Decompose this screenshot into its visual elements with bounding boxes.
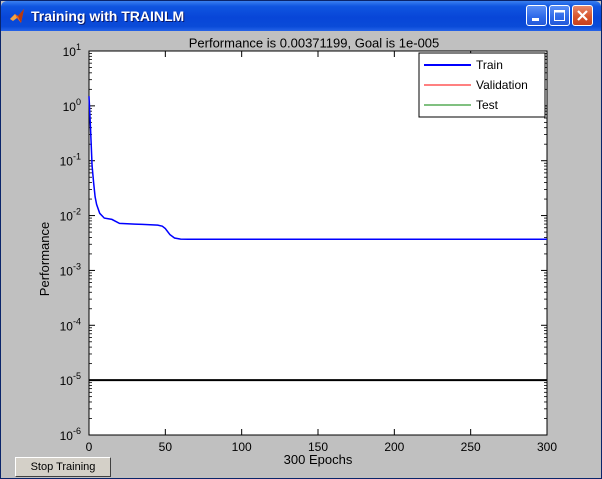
x-tick-label: 0: [86, 440, 93, 454]
minimize-icon: [532, 18, 539, 21]
window-title: Training with TRAINLM: [31, 8, 185, 24]
chart-title: Performance is 0.00371199, Goal is 1e-00…: [189, 36, 440, 51]
figure-area: Performance is 0.00371199, Goal is 1e-00…: [4, 31, 598, 477]
x-tick-label: 300: [537, 440, 557, 454]
y-axis-label: Performance: [37, 222, 52, 296]
maximize-icon: [554, 10, 565, 21]
y-tick-label: 10-2: [60, 207, 81, 224]
legend-label-test: Test: [476, 98, 499, 112]
performance-chart: Performance is 0.00371199, Goal is 1e-00…: [37, 36, 558, 467]
series-line-train: [88, 96, 547, 240]
y-tick-label: 10-6: [60, 426, 81, 443]
minimize-button[interactable]: [526, 5, 547, 26]
x-tick-label: 100: [232, 440, 252, 454]
legend: Train Validation Test: [418, 52, 546, 118]
close-button[interactable]: [572, 5, 593, 26]
x-tick-label: 50: [159, 440, 173, 454]
x-tick-label: 250: [461, 440, 481, 454]
close-icon: [577, 10, 588, 21]
stop-training-button[interactable]: Stop Training: [15, 457, 111, 477]
y-tick-label: 10-1: [60, 152, 81, 169]
y-tick-label: 100: [63, 97, 81, 114]
legend-label-validation: Validation: [476, 78, 528, 92]
legend-label-train: Train: [476, 58, 503, 72]
y-tick-labels: 101 100 10-1 10-2 10-3 10-4 10-5 10-6: [60, 42, 81, 443]
y-tick-label: 10-5: [60, 371, 81, 388]
y-tick-label: 10-4: [60, 316, 81, 333]
x-axis-label: 300 Epochs: [284, 452, 353, 467]
title-bar[interactable]: Training with TRAINLM: [1, 1, 601, 31]
series-layer: [88, 96, 547, 382]
x-tick-label: 150: [308, 440, 328, 454]
y-tick-label: 10-3: [60, 261, 81, 278]
matlab-logo-icon: [10, 9, 24, 23]
x-tick-labels: 0 50 100 150 200 250 300: [86, 440, 558, 454]
x-tick-label: 200: [384, 440, 404, 454]
y-tick-label: 101: [63, 42, 81, 59]
maximize-button[interactable]: [549, 5, 570, 26]
